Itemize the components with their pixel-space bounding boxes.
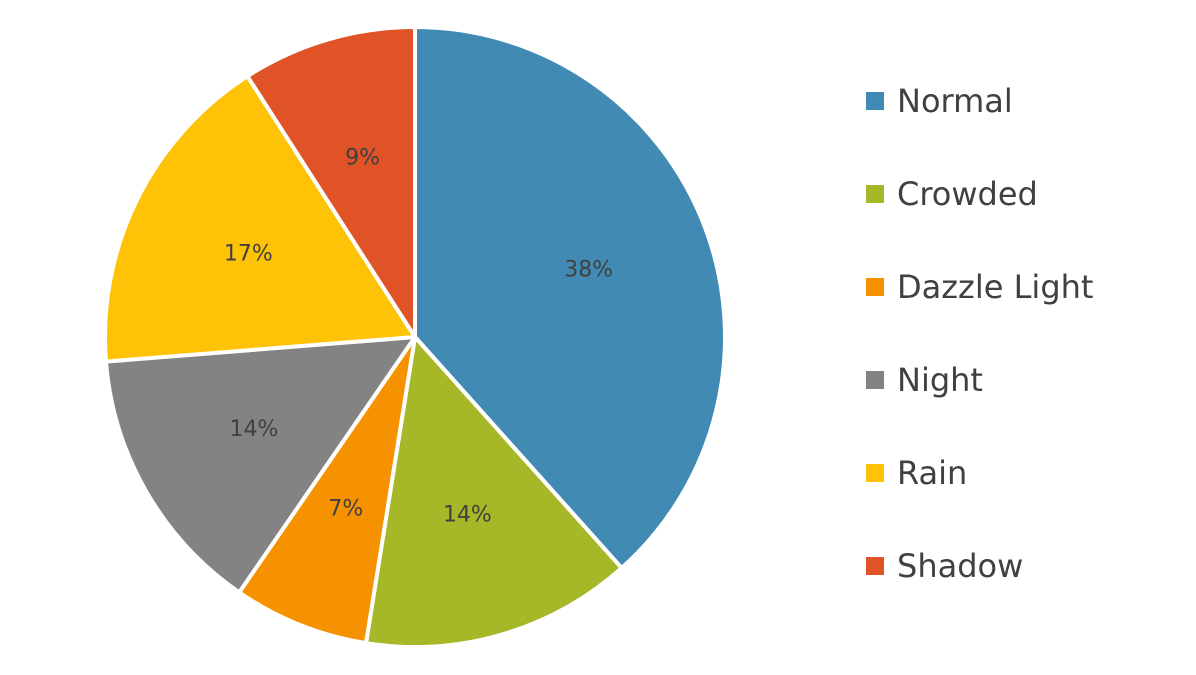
legend-label: Shadow	[897, 547, 1023, 585]
data-label: 9%	[345, 146, 380, 171]
legend-swatch	[866, 464, 884, 482]
data-label: 17%	[224, 241, 273, 266]
pie-slice	[103, 74, 417, 364]
data-label: 38%	[564, 258, 613, 283]
pie-slice	[413, 25, 727, 571]
legend-label: Night	[897, 361, 983, 399]
legend-swatch	[866, 278, 884, 296]
data-label: 14%	[229, 417, 278, 442]
legend-label: Normal	[897, 82, 1013, 120]
legend-swatch	[866, 92, 884, 110]
legend-swatch	[866, 371, 884, 389]
pie-slice	[245, 25, 417, 339]
pie-slice	[103, 335, 417, 595]
legend-label: Dazzle Light	[897, 268, 1093, 306]
data-label: 7%	[328, 497, 363, 522]
legend-label: Crowded	[897, 175, 1038, 213]
pie-slice	[237, 335, 417, 646]
data-label: 14%	[443, 502, 492, 527]
pie-slice	[364, 335, 624, 649]
legend-label: Rain	[897, 454, 967, 492]
legend-swatch	[866, 557, 884, 575]
legend-swatch	[866, 185, 884, 203]
